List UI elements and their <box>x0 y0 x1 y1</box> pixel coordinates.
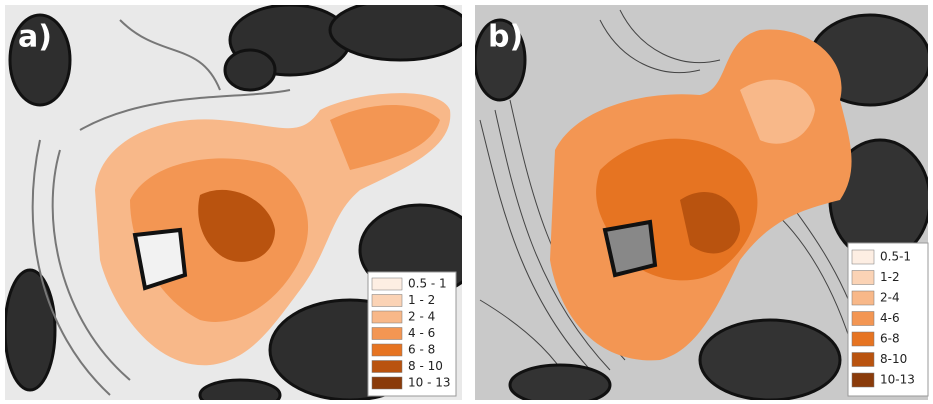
legend-label: 8-10 <box>880 352 907 366</box>
legend-label: 2-4 <box>880 291 900 305</box>
panel-label: a) <box>18 20 52 55</box>
legend-label: 0.5-1 <box>880 250 911 264</box>
legend-swatch <box>851 311 875 326</box>
legend-swatch <box>371 277 403 291</box>
legend-swatch <box>851 249 875 265</box>
legend-swatch <box>371 310 403 324</box>
panel-label: b) <box>488 20 523 55</box>
legend-label: 1 - 2 <box>408 293 435 307</box>
legend-swatch <box>371 376 403 390</box>
legend-label: 0.5 - 1 <box>408 277 447 291</box>
legend-label: 10-13 <box>880 373 915 387</box>
legend-label: 6-8 <box>880 332 900 346</box>
legend-swatch <box>851 352 875 367</box>
legend-label: 10 - 13 <box>408 376 451 390</box>
legend-items: 0.5 - 1 1 - 2 2 - 4 4 - 6 6 - 8 8 - 10 10 - 13 <box>371 277 451 390</box>
legend-swatch <box>371 343 403 357</box>
legend-items: 0.5-1 1-2 2-4 4-6 6-8 8-10 10-13 <box>851 249 915 388</box>
legend-label: 4 - 6 <box>408 326 435 340</box>
legend-label: 2 - 4 <box>408 310 435 324</box>
legend-swatch <box>371 360 403 373</box>
legend-swatch <box>371 294 403 307</box>
legend-swatch <box>851 331 875 347</box>
legend-label: 8 - 10 <box>408 359 443 373</box>
legend-label: 1-2 <box>880 270 900 284</box>
legend-swatch <box>851 270 875 285</box>
legend-swatch <box>371 327 403 340</box>
legend-label: 4-6 <box>880 311 900 325</box>
legend-label: 6 - 8 <box>408 343 435 357</box>
legend-swatch <box>851 372 875 388</box>
legend-swatch <box>851 290 875 306</box>
